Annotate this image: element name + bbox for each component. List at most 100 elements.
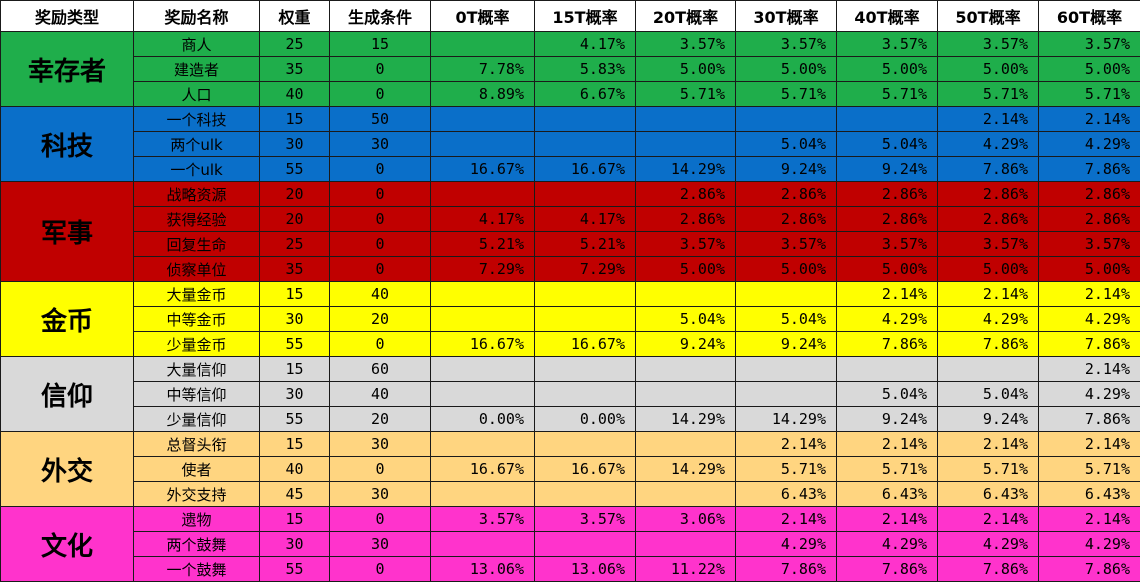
weight-cell: 40 <box>259 456 330 482</box>
probability-cell: 5.04% <box>735 131 837 157</box>
probability-cell: 5.71% <box>1038 81 1140 107</box>
probability-cell: 5.00% <box>635 56 736 82</box>
reward-type-cell: 幸存者 <box>0 31 134 107</box>
probability-cell <box>430 131 535 157</box>
probability-cell: 4.29% <box>937 131 1039 157</box>
reward-name-cell: 使者 <box>133 456 260 482</box>
condition-cell: 30 <box>329 481 431 507</box>
probability-cell: 3.57% <box>534 506 636 532</box>
weight-cell: 55 <box>259 331 330 357</box>
weight-cell: 20 <box>259 181 330 207</box>
probability-cell: 3.57% <box>635 231 736 257</box>
probability-cell: 4.17% <box>430 206 535 232</box>
weight-cell: 40 <box>259 81 330 107</box>
probability-cell: 5.00% <box>836 56 938 82</box>
probability-cell <box>836 106 938 132</box>
probability-cell <box>534 181 636 207</box>
table-body: 幸存者 商人 25 15 4.17% 3.57% 3.57% 3.57% 3.57% 3.57% 建… <box>0 31 1140 582</box>
probability-cell: 2.14% <box>836 281 938 307</box>
condition-cell: 15 <box>329 31 431 57</box>
table-row: 两个ulk 30 30 5.04% 5.04% 4.29% 4.29% <box>0 131 1140 157</box>
condition-cell: 40 <box>329 381 431 407</box>
reward-name-cell: 一个科技 <box>133 106 260 132</box>
table-row: 信仰 大量信仰 15 60 2.14% <box>0 356 1140 432</box>
probability-cell: 2.14% <box>1038 506 1140 532</box>
weight-cell: 15 <box>259 431 330 457</box>
probability-cell <box>735 106 837 132</box>
condition-cell: 0 <box>329 181 431 207</box>
header-prob-30t: 30T概率 <box>735 0 837 32</box>
table-row: 回复生命 25 0 5.21% 5.21% 3.57% 3.57% 3.57% 3.57% 3.5… <box>0 231 1140 257</box>
probability-cell <box>735 356 837 382</box>
condition-cell: 30 <box>329 531 431 557</box>
probability-cell: 5.04% <box>635 306 736 332</box>
probability-cell: 3.57% <box>836 31 938 57</box>
probability-cell: 2.86% <box>735 181 837 207</box>
condition-cell: 30 <box>329 431 431 457</box>
probability-cell: 4.29% <box>836 531 938 557</box>
probability-cell <box>735 281 837 307</box>
table-row: 科技 一个科技 15 50 2.14% 2.14% <box>0 106 1140 182</box>
condition-cell: 0 <box>329 206 431 232</box>
header-prob-50t: 50T概率 <box>937 0 1039 32</box>
probability-cell: 3.57% <box>430 506 535 532</box>
probability-cell: 16.67% <box>534 456 636 482</box>
probability-cell: 5.71% <box>836 456 938 482</box>
reward-name-cell: 外交支持 <box>133 481 260 507</box>
reward-name-cell: 人口 <box>133 81 260 107</box>
reward-name-cell: 大量金币 <box>133 281 260 307</box>
weight-cell: 35 <box>259 256 330 282</box>
probability-cell <box>635 481 736 507</box>
probability-cell: 5.00% <box>1038 256 1140 282</box>
probability-cell: 5.00% <box>937 256 1039 282</box>
weight-cell: 30 <box>259 531 330 557</box>
table-row: 文化 遗物 15 0 3.57% 3.57% 3.06% 2.14% 2.14% 2.14% 2.1… <box>0 506 1140 582</box>
probability-cell: 2.14% <box>735 431 837 457</box>
table-row: 侦察单位 35 0 7.29% 7.29% 5.00% 5.00% 5.00% 5.00% 5.0… <box>0 256 1140 282</box>
header-prob-60t: 60T概率 <box>1038 0 1140 32</box>
probability-cell: 8.89% <box>430 81 535 107</box>
probability-cell: 5.71% <box>735 81 837 107</box>
weight-cell: 15 <box>259 281 330 307</box>
probability-cell: 5.00% <box>735 56 837 82</box>
probability-cell: 0.00% <box>430 406 535 432</box>
probability-cell: 6.43% <box>735 481 837 507</box>
table-row: 少量金币 55 0 16.67% 16.67% 9.24% 9.24% 7.86% 7.86% 7… <box>0 331 1140 357</box>
probability-cell <box>937 356 1039 382</box>
probability-cell: 4.29% <box>1038 381 1140 407</box>
probability-cell <box>430 381 535 407</box>
probability-cell: 5.04% <box>735 306 837 332</box>
probability-cell: 3.57% <box>735 31 837 57</box>
reward-name-cell: 战略资源 <box>133 181 260 207</box>
probability-cell <box>430 431 535 457</box>
header-row: 奖励类型 奖励名称 权重 生成条件 0T概率 15T概率 20T概率 30T概率… <box>0 0 1140 32</box>
probability-cell: 16.67% <box>430 331 535 357</box>
table-row: 一个鼓舞 55 0 13.06% 13.06% 11.22% 7.86% 7.86% 7.86%… <box>0 556 1140 582</box>
probability-cell: 13.06% <box>534 556 636 582</box>
probability-cell <box>430 31 535 57</box>
probability-cell: 2.86% <box>836 206 938 232</box>
probability-cell <box>430 356 535 382</box>
condition-cell: 60 <box>329 356 431 382</box>
probability-cell: 5.71% <box>937 81 1039 107</box>
probability-cell: 7.86% <box>1038 406 1140 432</box>
probability-cell: 2.86% <box>1038 181 1140 207</box>
probability-cell: 4.29% <box>937 306 1039 332</box>
weight-cell: 25 <box>259 231 330 257</box>
condition-cell: 0 <box>329 81 431 107</box>
reward-name-cell: 总督头衔 <box>133 431 260 457</box>
probability-cell: 14.29% <box>735 406 837 432</box>
probability-cell: 7.78% <box>430 56 535 82</box>
reward-name-cell: 一个鼓舞 <box>133 556 260 582</box>
probability-cell: 4.17% <box>534 206 636 232</box>
probability-cell <box>430 281 535 307</box>
probability-cell <box>836 356 938 382</box>
table-row: 获得经验 20 0 4.17% 4.17% 2.86% 2.86% 2.86% 2.86% 2.8… <box>0 206 1140 232</box>
table-row: 外交 总督头衔 15 30 2.14% 2.14% 2.14% 2.14% <box>0 431 1140 507</box>
table-row: 人口 40 0 8.89% 6.67% 5.71% 5.71% 5.71% 5.71% 5.71% <box>0 81 1140 107</box>
probability-cell: 14.29% <box>635 156 736 182</box>
probability-cell <box>735 381 837 407</box>
condition-cell: 20 <box>329 406 431 432</box>
probability-cell <box>430 306 535 332</box>
reward-name-cell: 中等金币 <box>133 306 260 332</box>
